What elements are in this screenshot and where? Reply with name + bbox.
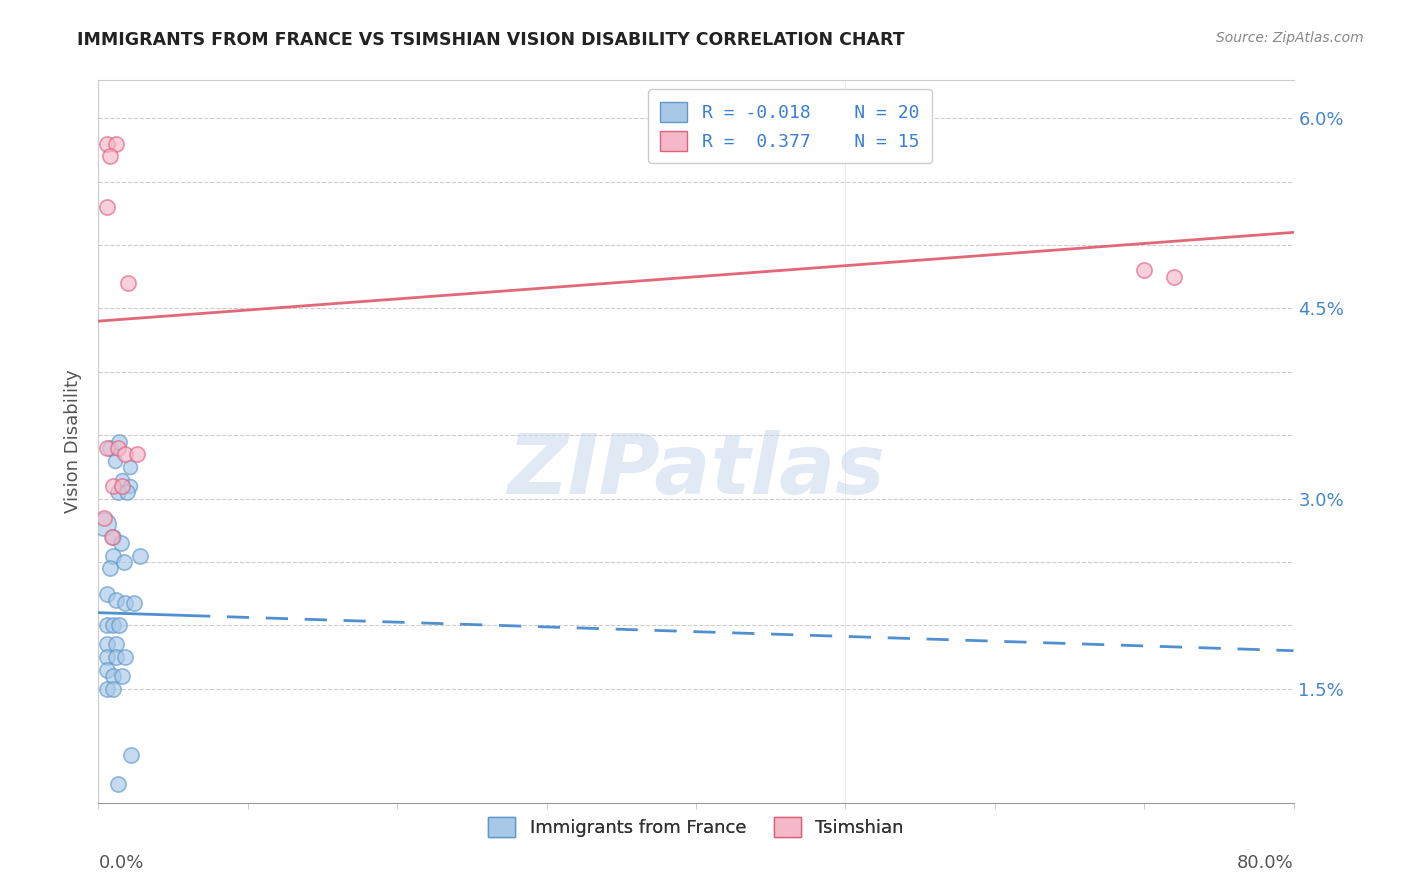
Point xyxy=(112,555,135,569)
Point xyxy=(98,561,122,575)
Point xyxy=(108,434,131,449)
Text: 80.0%: 80.0% xyxy=(1237,854,1294,871)
Point xyxy=(129,549,152,563)
Point xyxy=(98,149,122,163)
Point xyxy=(104,453,127,467)
Point xyxy=(124,595,146,609)
Point xyxy=(111,479,134,493)
Text: Source: ZipAtlas.com: Source: ZipAtlas.com xyxy=(1216,31,1364,45)
Point xyxy=(110,536,132,550)
Point xyxy=(114,650,136,665)
Point xyxy=(103,618,125,632)
Point xyxy=(107,777,129,791)
Point xyxy=(103,530,125,544)
Point xyxy=(1163,269,1185,284)
Point xyxy=(96,663,118,677)
Point xyxy=(118,479,141,493)
Point xyxy=(115,485,138,500)
Point xyxy=(103,669,125,683)
Y-axis label: Vision Disability: Vision Disability xyxy=(65,369,83,514)
Point xyxy=(98,441,122,455)
Point xyxy=(93,516,115,531)
Point xyxy=(105,637,128,651)
Point xyxy=(96,650,118,665)
Point xyxy=(101,530,124,544)
Point xyxy=(103,549,125,563)
Point xyxy=(108,618,131,632)
Point xyxy=(118,459,141,474)
Point xyxy=(103,681,125,696)
Point xyxy=(96,637,118,651)
Point xyxy=(105,593,128,607)
Point xyxy=(111,473,134,487)
Text: 0.0%: 0.0% xyxy=(98,854,143,871)
Point xyxy=(111,669,134,683)
Point xyxy=(96,587,118,601)
Point xyxy=(105,136,128,151)
Text: IMMIGRANTS FROM FRANCE VS TSIMSHIAN VISION DISABILITY CORRELATION CHART: IMMIGRANTS FROM FRANCE VS TSIMSHIAN VISI… xyxy=(77,31,905,49)
Point xyxy=(96,441,118,455)
Point xyxy=(93,510,115,524)
Point xyxy=(96,618,118,632)
Point xyxy=(114,595,136,609)
Text: ZIPatlas: ZIPatlas xyxy=(508,430,884,511)
Point xyxy=(103,479,125,493)
Point xyxy=(107,441,129,455)
Point xyxy=(96,200,118,214)
Point xyxy=(117,276,139,290)
Point xyxy=(96,136,118,151)
Point xyxy=(1133,263,1156,277)
Point xyxy=(127,447,149,461)
Legend: Immigrants from France, Tsimshian: Immigrants from France, Tsimshian xyxy=(481,810,911,845)
Point xyxy=(114,447,136,461)
Point xyxy=(107,485,129,500)
Point xyxy=(105,650,128,665)
Point xyxy=(96,681,118,696)
Point xyxy=(120,747,142,762)
